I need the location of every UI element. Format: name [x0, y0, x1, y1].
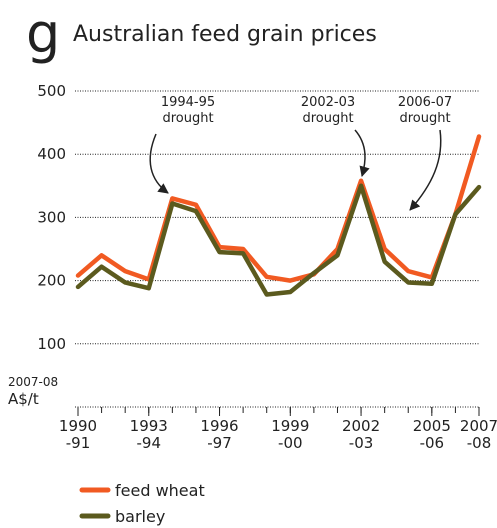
x-tick-label: -91	[66, 434, 91, 452]
data-line	[75, 183, 482, 297]
x-tick-label: 1993	[130, 417, 168, 435]
annotation: drought	[302, 111, 353, 126]
data-line	[75, 134, 482, 283]
x-tick-label: -94	[137, 434, 162, 452]
legend-label: feed wheat	[115, 481, 205, 500]
annotation: drought	[162, 111, 213, 126]
y-tick-label: 500	[37, 82, 66, 100]
chart-title: Australian feed grain prices	[73, 22, 377, 47]
y-unit: 2007-08	[8, 375, 58, 389]
y-tick-label: 200	[37, 272, 66, 290]
x-tick-label: 2002	[342, 417, 380, 435]
y-tick-label: 100	[37, 335, 66, 353]
panel-letter: g	[26, 2, 60, 65]
x-tick-label: 2007	[460, 417, 497, 435]
x-tick-label: 1999	[271, 417, 309, 435]
x-tick-label: -08	[467, 434, 492, 452]
x-tick-label: 1990	[59, 417, 97, 435]
x-tick-label: -03	[349, 434, 374, 452]
legend-label: barley	[115, 507, 165, 526]
x-tick-label: -06	[420, 434, 445, 452]
annotation: 2006-07	[398, 95, 452, 110]
y-tick-label: 400	[37, 145, 66, 163]
y-tick-label: 300	[37, 208, 66, 226]
annotation: drought	[399, 111, 450, 126]
annotation: 1994-95	[161, 95, 215, 110]
x-tick-label: 2005	[413, 417, 451, 435]
annotation: 2002-03	[301, 95, 355, 110]
x-tick-label: 1996	[200, 417, 238, 435]
y-unit: A$/t	[8, 390, 39, 408]
x-tick-label: -97	[207, 434, 232, 452]
x-tick-label: -00	[278, 434, 303, 452]
annotation-arrows	[149, 129, 442, 211]
